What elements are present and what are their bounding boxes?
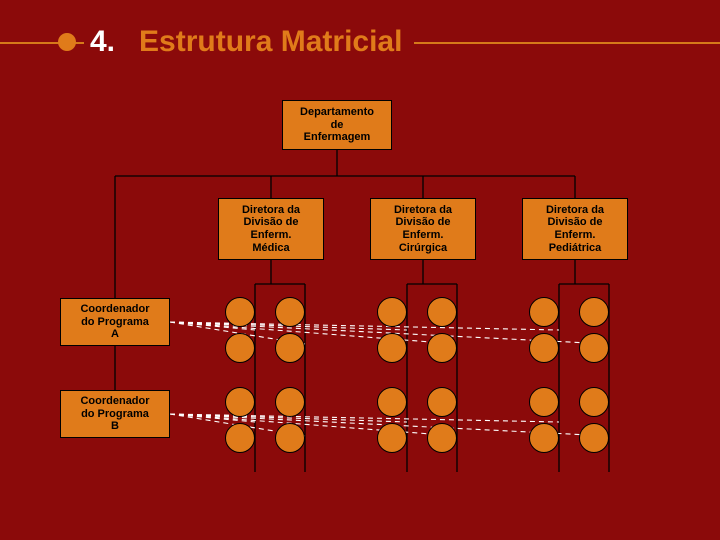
- matrix-node-1-3: [427, 333, 457, 363]
- director-box-2: Diretora daDivisão deEnferm.Pediátrica: [522, 198, 628, 260]
- matrix-node-2-4: [529, 387, 559, 417]
- matrix-node-1-2: [377, 333, 407, 363]
- matrix-node-3-2: [377, 423, 407, 453]
- matrix-node-0-0: [225, 297, 255, 327]
- title-bullet-icon: [58, 33, 76, 51]
- matrix-diagram: DepartamentodeEnfermagem Diretora daDivis…: [60, 100, 680, 520]
- dept-box: DepartamentodeEnfermagem: [282, 100, 392, 150]
- matrix-node-0-5: [579, 297, 609, 327]
- matrix-node-0-4: [529, 297, 559, 327]
- matrix-node-1-0: [225, 333, 255, 363]
- matrix-node-3-3: [427, 423, 457, 453]
- matrix-node-1-4: [529, 333, 559, 363]
- coordinator-box-1: Coordenadordo ProgramaB: [60, 390, 170, 438]
- title-number: 4.: [90, 25, 139, 59]
- matrix-node-0-1: [275, 297, 305, 327]
- director-box-0: Diretora daDivisão deEnferm.Médica: [218, 198, 324, 260]
- matrix-node-2-0: [225, 387, 255, 417]
- matrix-node-3-5: [579, 423, 609, 453]
- matrix-node-1-1: [275, 333, 305, 363]
- matrix-node-2-1: [275, 387, 305, 417]
- matrix-node-2-3: [427, 387, 457, 417]
- coordinator-box-0: Coordenadordo ProgramaA: [60, 298, 170, 346]
- director-box-1: Diretora daDivisão deEnferm.Cirúrgica: [370, 198, 476, 260]
- matrix-node-2-5: [579, 387, 609, 417]
- matrix-node-3-4: [529, 423, 559, 453]
- matrix-node-3-1: [275, 423, 305, 453]
- matrix-node-2-2: [377, 387, 407, 417]
- matrix-node-1-5: [579, 333, 609, 363]
- title-main: Estrutura Matricial: [139, 25, 402, 59]
- matrix-node-0-2: [377, 297, 407, 327]
- title-text: 4. Estrutura Matricial: [84, 18, 414, 66]
- matrix-node-0-3: [427, 297, 457, 327]
- matrix-node-3-0: [225, 423, 255, 453]
- slide-title: 4. Estrutura Matricial: [0, 18, 720, 66]
